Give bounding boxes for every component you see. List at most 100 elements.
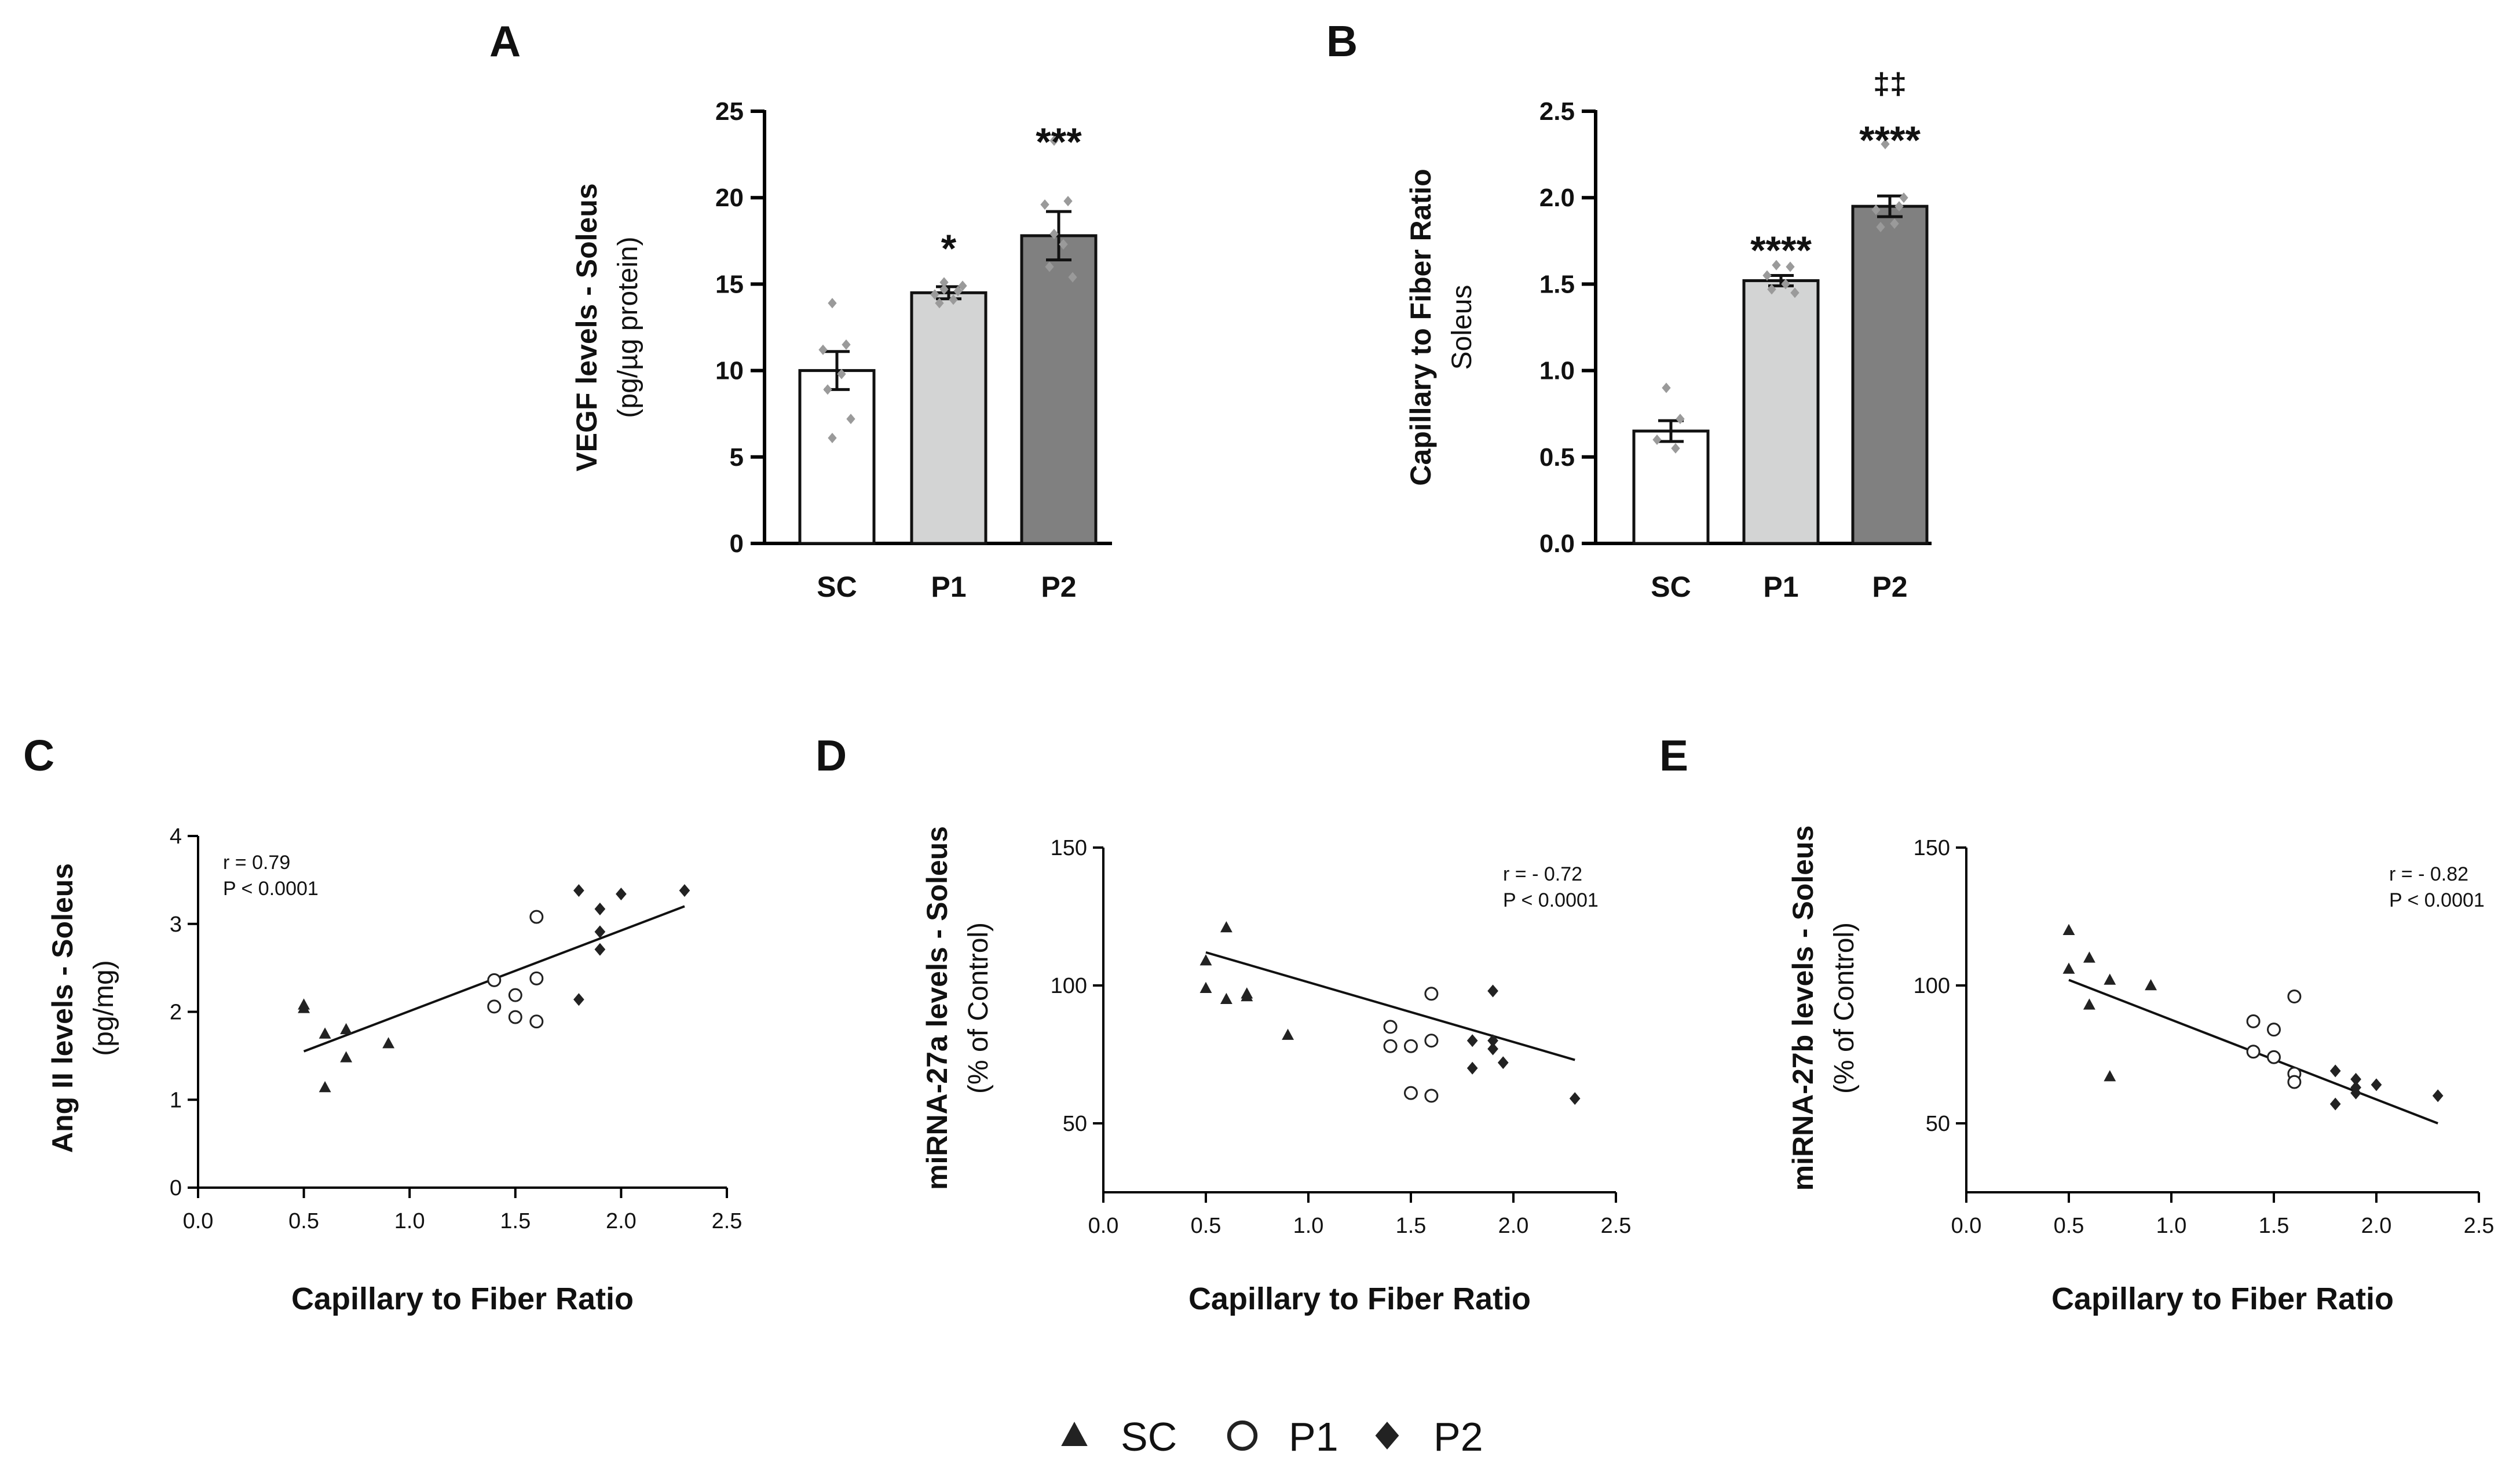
point-sc — [2062, 923, 2075, 936]
bar-sc — [1632, 429, 1710, 545]
legend-label-sc: SC — [1121, 1414, 1177, 1459]
point-p1 — [529, 910, 544, 924]
x-tick-label: 1.5 — [2259, 1214, 2289, 1238]
x-tick-label: 1.0 — [394, 1209, 425, 1233]
significance-label: * — [941, 227, 957, 271]
x-tick-label: 2.5 — [712, 1209, 743, 1233]
point-p1 — [508, 1010, 522, 1024]
data-point — [939, 284, 949, 295]
data-point — [1767, 284, 1776, 295]
panel-letter-a: A — [489, 17, 521, 65]
point-sc — [1199, 981, 1212, 994]
legend-label-p1: P1 — [1289, 1414, 1338, 1459]
panel-c: C 0.0 0.5 1.0 1.5 2.0 2.5 0 1 2 3 4 r = 0.79 P < 0.00… — [23, 731, 742, 1316]
correlation-r: r = - 0.72 — [1503, 863, 1582, 885]
panel-letter-c: C — [23, 731, 54, 780]
category-label: P2 — [1041, 571, 1076, 603]
panel-d: D 0.0 0.5 1.0 1.5 2.0 2.5 50 100 150 r = - 0.72 P <… — [815, 731, 1631, 1316]
y-tick-label: 100 — [1051, 974, 1087, 998]
panel-e: E 0.0 0.5 1.0 1.5 2.0 2.5 50 100 150 r = - 0.82 P <… — [1659, 731, 2494, 1316]
point-p2 — [594, 925, 606, 939]
point-sc — [1282, 1028, 1294, 1040]
correlation-r: r = 0.79 — [223, 852, 290, 874]
bar-p1 — [910, 291, 987, 545]
point-p1 — [2287, 990, 2302, 1004]
point-p2 — [2432, 1089, 2444, 1102]
point-p1 — [1404, 1086, 1418, 1100]
data-point — [1876, 221, 1885, 232]
y-axis-title: VEGF levels - Soleus — [570, 183, 603, 471]
data-point — [1049, 228, 1059, 239]
point-p1 — [2246, 1014, 2261, 1028]
point-p1 — [487, 973, 502, 987]
y-axis-title: Ang II levels - Soleus — [46, 863, 79, 1153]
y-axis-subtitle: (pg/µg protein) — [613, 236, 643, 418]
y-tick-label: 4 — [170, 824, 182, 849]
point-p1 — [529, 1014, 544, 1029]
point-sc — [1220, 921, 1232, 933]
data-point — [1045, 261, 1054, 272]
point-sc — [2083, 998, 2095, 1010]
legend-marker-p2 — [1375, 1422, 1399, 1450]
data-point — [837, 368, 846, 379]
bar-p2 — [1020, 234, 1098, 545]
bar-p2 — [1851, 205, 1929, 545]
point-p2 — [1497, 1056, 1509, 1069]
y-tick-label: 0 — [730, 530, 744, 558]
point-p2 — [1569, 1092, 1581, 1105]
point-p2 — [1466, 1034, 1478, 1047]
legend: SC P1 P2 — [1061, 1414, 1483, 1459]
data-point — [949, 294, 958, 305]
point-sc — [340, 1051, 353, 1063]
y-tick-label: 1.5 — [1539, 270, 1575, 298]
point-sc — [319, 1081, 331, 1093]
significance-label: **** — [1750, 228, 1812, 272]
point-sc — [2145, 979, 2157, 991]
data-point — [1894, 201, 1904, 212]
data-point — [1871, 205, 1881, 216]
y-tick-label: 2 — [170, 1001, 182, 1025]
data-point — [935, 298, 944, 309]
point-p2 — [1487, 1034, 1498, 1047]
data-point — [846, 414, 855, 425]
point-p1 — [529, 971, 544, 985]
correlation-p: P < 0.0001 — [1503, 889, 1599, 911]
y-axis-subtitle: Soleus — [1447, 285, 1477, 370]
correlation-p: P < 0.0001 — [2389, 889, 2485, 911]
point-p2 — [1487, 984, 1498, 998]
data-point — [1899, 192, 1908, 203]
point-sc — [319, 1027, 331, 1039]
category-label: P2 — [1872, 571, 1907, 603]
y-tick-label: 1.0 — [1539, 357, 1575, 385]
x-tick-label: 1.0 — [2156, 1214, 2187, 1238]
point-p1 — [2267, 1023, 2281, 1037]
correlation-p: P < 0.0001 — [223, 878, 319, 900]
point-p2 — [594, 943, 606, 956]
point-p1 — [1424, 1089, 1439, 1103]
point-p2 — [594, 902, 606, 915]
y-tick-label: 1 — [170, 1088, 182, 1112]
data-point — [1049, 135, 1059, 146]
y-axis-title: miRNA-27b levels - Soleus — [1787, 826, 1819, 1191]
data-point — [828, 432, 837, 443]
y-tick-label: 20 — [715, 184, 744, 212]
x-tick-label: 1.5 — [1396, 1214, 1427, 1238]
point-p1 — [1404, 1039, 1418, 1053]
point-p2 — [2350, 1086, 2361, 1100]
point-sc — [298, 1002, 310, 1013]
data-point — [1772, 260, 1781, 271]
data-point — [1068, 272, 1077, 283]
data-point — [1059, 239, 1068, 250]
y-tick-label: 10 — [715, 357, 744, 385]
y-tick-label: 25 — [715, 97, 744, 126]
point-p1 — [1383, 1039, 1398, 1053]
y-tick-label: 50 — [1926, 1112, 1950, 1136]
point-sc — [2104, 973, 2116, 985]
significance-label: *** — [1036, 120, 1082, 164]
x-tick-label: 2.5 — [1601, 1214, 1632, 1238]
point-sc — [1220, 992, 1232, 1005]
point-p2 — [616, 888, 627, 901]
y-axis-title: Capillary to Fiber Ratio — [1405, 169, 1437, 485]
significance-label: **** — [1859, 118, 1921, 162]
